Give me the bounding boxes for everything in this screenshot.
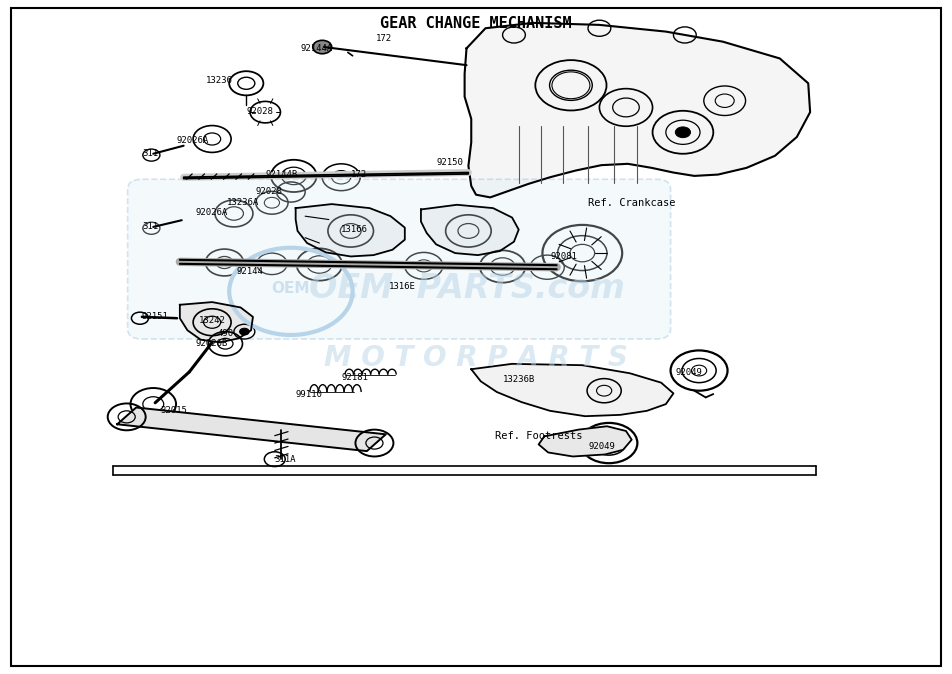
Text: GEAR CHANGE MECHANISM: GEAR CHANGE MECHANISM — [380, 16, 572, 31]
Text: 92151: 92151 — [142, 312, 169, 321]
Text: 32015: 32015 — [161, 406, 188, 415]
Polygon shape — [296, 204, 405, 256]
Polygon shape — [180, 302, 253, 342]
Polygon shape — [421, 205, 519, 255]
Text: 13236A: 13236A — [228, 198, 260, 208]
Text: 1316E: 1316E — [388, 282, 415, 291]
Text: 172: 172 — [350, 170, 367, 179]
Polygon shape — [117, 408, 386, 451]
Text: 311: 311 — [142, 149, 158, 158]
FancyBboxPatch shape — [128, 179, 670, 339]
Text: 92026A: 92026A — [177, 136, 209, 145]
Text: 92028: 92028 — [256, 187, 283, 196]
Text: 13236: 13236 — [206, 76, 232, 85]
Text: 311A: 311A — [275, 455, 296, 464]
Text: Ref. Crankcase: Ref. Crankcase — [588, 197, 676, 208]
Polygon shape — [471, 364, 673, 417]
Text: M O T O R P A R T S: M O T O R P A R T S — [324, 344, 628, 373]
Polygon shape — [539, 426, 632, 456]
Text: OEM  PARTS.com: OEM PARTS.com — [308, 272, 625, 305]
Text: 92049: 92049 — [675, 368, 703, 377]
Text: 92081: 92081 — [550, 252, 577, 261]
Text: 92144: 92144 — [237, 267, 264, 276]
Text: 490: 490 — [218, 329, 234, 338]
Text: OEM: OEM — [271, 281, 310, 296]
Text: 311: 311 — [142, 222, 158, 231]
Text: 92150: 92150 — [436, 158, 463, 167]
Text: 13242: 13242 — [199, 315, 226, 325]
Text: 92181: 92181 — [341, 373, 368, 381]
Circle shape — [313, 40, 331, 54]
Text: 99110: 99110 — [296, 390, 323, 398]
Circle shape — [675, 127, 690, 137]
Text: 172: 172 — [376, 34, 392, 43]
Polygon shape — [465, 23, 810, 197]
Text: 13236B: 13236B — [503, 375, 535, 384]
Text: 13166: 13166 — [341, 225, 368, 234]
Text: 92026A: 92026A — [196, 208, 228, 217]
Text: 92026B: 92026B — [196, 339, 228, 348]
Text: Ref. Footrests: Ref. Footrests — [495, 431, 583, 441]
Text: 92144B: 92144B — [266, 170, 298, 179]
Text: 92049: 92049 — [588, 442, 615, 451]
Circle shape — [240, 328, 249, 335]
Text: 92028: 92028 — [247, 107, 273, 116]
Text: 92144A: 92144A — [301, 44, 332, 53]
